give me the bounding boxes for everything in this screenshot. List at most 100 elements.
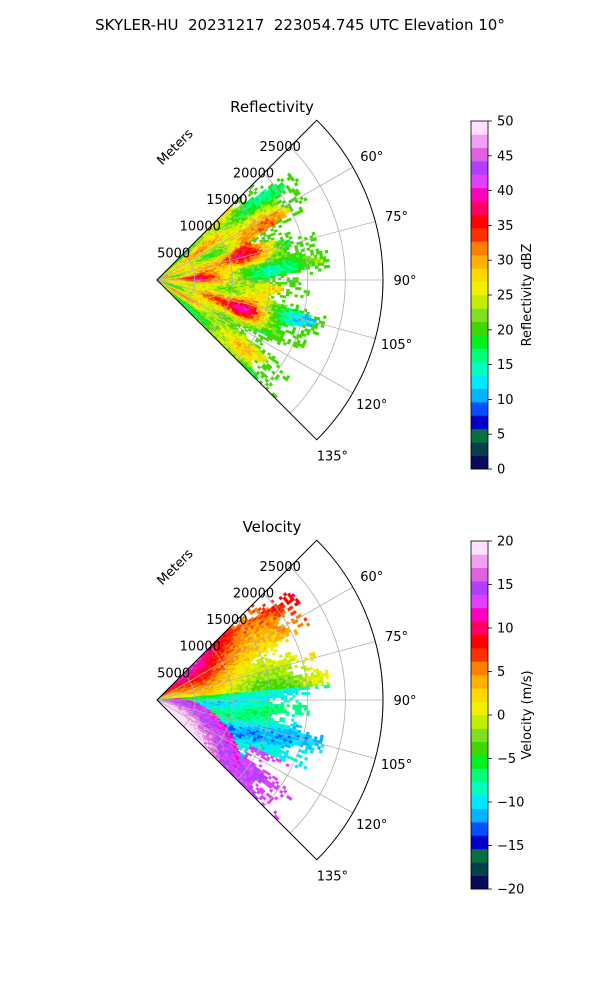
reflectivity-colorbar-tick-label: 15	[497, 358, 514, 373]
reflectivity-cell	[295, 269, 299, 273]
reflectivity-cell	[311, 231, 316, 236]
reflectivity-panel: 50001000015000200002500060°75°90°105°120…	[155, 98, 535, 478]
reflectivity-colorbar-swatch	[471, 254, 488, 269]
reflectivity-cell	[289, 267, 293, 271]
reflectivity-cell	[281, 200, 286, 205]
reflectivity-colorbar-swatch	[471, 147, 488, 162]
reflectivity-cell	[249, 276, 253, 279]
reflectivity-cell	[277, 273, 282, 276]
reflectivity-colorbar-label: Reflectivity dBZ	[520, 244, 535, 347]
reflectivity-angle-tick-label: 135°	[317, 449, 348, 464]
reflectivity-cell	[270, 295, 275, 299]
reflectivity-cell	[292, 270, 296, 274]
reflectivity-colorbar-swatch	[471, 388, 488, 403]
reflectivity-cell	[270, 228, 275, 232]
reflectivity-cell	[317, 262, 322, 267]
reflectivity-cell	[305, 331, 311, 336]
reflectivity-angle-tick-label: 120°	[356, 398, 387, 413]
reflectivity-cell	[288, 291, 293, 295]
reflectivity-cell	[259, 185, 265, 190]
reflectivity-cell	[287, 217, 292, 222]
reflectivity-cell	[298, 282, 302, 286]
reflectivity-colorbar-tick-label: 25	[497, 289, 514, 304]
reflectivity-cell	[282, 295, 287, 299]
reflectivity-cell	[289, 303, 294, 307]
reflectivity-colorbar-swatch	[471, 281, 488, 296]
reflectivity-colorbar-tick-label: 20	[497, 323, 514, 338]
reflectivity-cell	[315, 265, 319, 270]
reflectivity-cell	[281, 299, 286, 303]
reflectivity-cell	[279, 294, 284, 298]
reflectivity-cell	[323, 264, 328, 269]
reflectivity-cell	[286, 231, 292, 236]
reflectivity-cell	[268, 382, 274, 387]
reflectivity-cell	[297, 287, 302, 291]
reflectivity-cell	[291, 267, 296, 271]
reflectivity-colorbar-swatch	[471, 201, 488, 215]
reflectivity-cell	[266, 275, 270, 279]
reflectivity-cell	[286, 270, 290, 274]
reflectivity-cell	[314, 260, 319, 264]
reflectivity-colorbar-tick-label: 5	[497, 428, 505, 443]
reflectivity-cell	[300, 248, 305, 253]
reflectivity-cell	[280, 275, 285, 279]
reflectivity-colorbar-swatch	[471, 375, 488, 389]
reflectivity-cell	[292, 282, 296, 286]
reflectivity-cell	[282, 341, 288, 346]
reflectivity-cell	[309, 271, 314, 275]
reflectivity-colorbar-swatch	[471, 241, 488, 256]
reflectivity-cell	[272, 271, 276, 275]
reflectivity-cell	[300, 264, 304, 268]
reflectivity-cell	[297, 235, 302, 240]
reflectivity-cell	[280, 288, 284, 292]
reflectivity-cell	[266, 352, 272, 357]
reflectivity-cell	[303, 197, 308, 202]
reflectivity-cell	[305, 242, 310, 246]
velocity-cell	[282, 592, 288, 597]
reflectivity-cell	[299, 208, 304, 214]
reflectivity-cell	[271, 232, 276, 236]
reflectivity-cell	[294, 267, 299, 271]
reflectivity-cell	[295, 287, 299, 291]
reflectivity-cell	[320, 259, 324, 264]
reflectivity-angle-tick-label: 75°	[385, 210, 408, 225]
velocity-panel: 50001000015000200002500060°75°90°105°120…	[155, 518, 535, 898]
reflectivity-cell	[273, 228, 278, 233]
reflectivity-cell	[278, 281, 282, 285]
reflectivity-cell	[276, 177, 281, 183]
reflectivity-colorbar-swatch	[471, 228, 488, 242]
reflectivity-cell	[275, 283, 279, 287]
reflectivity-cell	[285, 246, 290, 251]
reflectivity-colorbar-swatch	[471, 335, 488, 349]
reflectivity-cell	[314, 262, 319, 267]
velocity-cell	[278, 595, 283, 601]
reflectivity-cell	[288, 236, 293, 240]
reflectivity-colorbar-tick-label: 50	[497, 115, 514, 130]
reflectivity-colorbar-swatch	[471, 455, 488, 470]
reflectivity-cell	[302, 333, 307, 338]
reflectivity-cell	[272, 273, 276, 277]
reflectivity-cell	[283, 272, 288, 276]
reflectivity-cell	[292, 284, 296, 288]
reflectivity-cell	[310, 327, 315, 332]
reflectivity-cell	[299, 243, 304, 248]
reflectivity-colorbar-swatch	[471, 214, 488, 229]
reflectivity-colorbar-swatch	[471, 348, 488, 363]
reflectivity-cell	[283, 282, 288, 285]
reflectivity-cell	[253, 190, 258, 196]
reflectivity-title: Reflectivity	[230, 98, 314, 116]
reflectivity-cell	[289, 282, 293, 285]
reflectivity-cell	[322, 315, 327, 320]
reflectivity-cell	[318, 268, 322, 272]
reflectivity-cell	[274, 271, 279, 275]
reflectivity-cell	[294, 294, 298, 298]
reflectivity-cell	[286, 268, 290, 272]
reflectivity-cell	[275, 281, 279, 285]
reflectivity-cell	[294, 177, 300, 183]
reflectivity-cell	[277, 284, 282, 287]
reflectivity-cell	[260, 274, 264, 277]
reflectivity-cell	[324, 249, 329, 254]
reflectivity-cell	[252, 276, 256, 279]
reflectivity-cell	[271, 224, 276, 229]
reflectivity-colorbar-tick-label: 40	[497, 184, 514, 199]
